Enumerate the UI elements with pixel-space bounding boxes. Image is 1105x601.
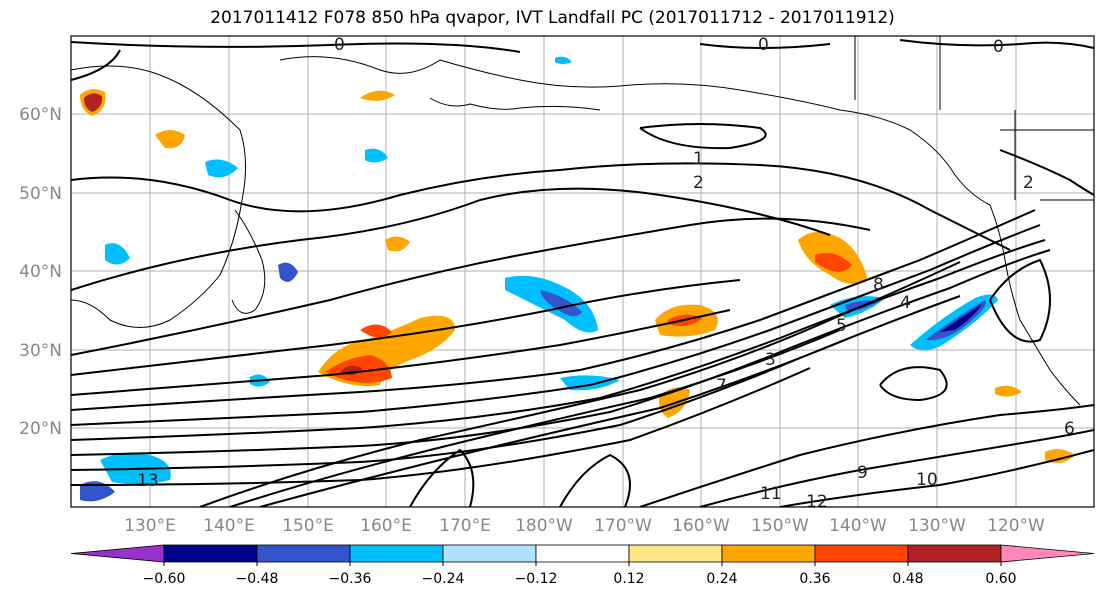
shading-positive bbox=[80, 89, 1075, 464]
colorbar-segment bbox=[628, 544, 723, 563]
coastlines bbox=[71, 36, 1094, 406]
colorbar-segment bbox=[349, 544, 444, 563]
colorbar bbox=[70, 544, 1095, 563]
lon-label: 130°W bbox=[908, 516, 966, 536]
colorbar-tick-label: −0.24 bbox=[422, 571, 465, 587]
colorbar-segment bbox=[535, 544, 630, 563]
contour-label: 4 bbox=[900, 293, 911, 313]
lon-label: 160°E bbox=[360, 516, 412, 536]
map-frame bbox=[70, 35, 1095, 508]
lon-label: 140°W bbox=[829, 516, 887, 536]
colorbar-tick-label: −0.12 bbox=[515, 571, 558, 587]
colorbar-tick-label: 0.48 bbox=[892, 571, 923, 587]
colorbar-segment bbox=[70, 544, 165, 563]
contour-label: 5 bbox=[836, 316, 847, 336]
contour-label: 9 bbox=[857, 463, 868, 483]
lat-label: 50°N bbox=[19, 184, 62, 204]
colorbar-tick-label: −0.60 bbox=[143, 571, 186, 587]
ivt-contours bbox=[71, 39, 1094, 507]
lat-label: 20°N bbox=[19, 419, 62, 439]
contour-label: 1 bbox=[693, 149, 704, 169]
colorbar-segment bbox=[256, 544, 351, 563]
lon-label: 150°E bbox=[282, 516, 334, 536]
lon-label: 170°E bbox=[439, 516, 491, 536]
contour-label: 6 bbox=[1064, 419, 1075, 439]
colorbar-segment bbox=[721, 544, 816, 563]
lon-label: 150°W bbox=[751, 516, 809, 536]
contour-labels: 0 0 0 1 2 2 3 4 5 6 7 8 9 10 11 12 13 bbox=[137, 35, 1075, 512]
lat-label: 60°N bbox=[19, 105, 62, 125]
map-panel: 0 0 0 1 2 2 3 4 5 6 7 8 9 10 11 12 13 bbox=[71, 35, 1094, 512]
lon-labels: 130°E 140°E 150°E 160°E 170°E 180°W 170°… bbox=[124, 516, 1045, 536]
colorbar-segment bbox=[814, 544, 909, 563]
colorbar-ticks: −0.60 −0.48 −0.36 −0.24 −0.12 0.12 0.24 0.36 0.4… bbox=[143, 562, 1017, 587]
contour-label: 11 bbox=[760, 484, 782, 504]
colorbar-tick-label: −0.36 bbox=[329, 571, 372, 587]
contour-label: 2 bbox=[1023, 173, 1034, 193]
contour-label: 8 bbox=[873, 275, 884, 295]
contour-label: 10 bbox=[916, 470, 938, 490]
map-title: 2017011412 F078 850 hPa qvapor, IVT Land… bbox=[210, 8, 895, 28]
contour-label: 0 bbox=[993, 37, 1004, 57]
contour-label: 7 bbox=[716, 376, 727, 396]
colorbar-segment bbox=[163, 544, 258, 563]
contour-label: 3 bbox=[765, 350, 776, 370]
lon-label: 130°E bbox=[124, 516, 176, 536]
colorbar-tick-label: 0.12 bbox=[613, 571, 644, 587]
lon-label: 170°W bbox=[594, 516, 652, 536]
lon-label: 180°W bbox=[515, 516, 573, 536]
colorbar-tick-label: 0.24 bbox=[706, 571, 737, 587]
colorbar-tick-label: −0.48 bbox=[236, 571, 279, 587]
lat-label: 40°N bbox=[19, 262, 62, 282]
colorbar-tick-label: 0.36 bbox=[799, 571, 830, 587]
contour-label: 0 bbox=[758, 35, 769, 55]
lon-label: 160°W bbox=[672, 516, 730, 536]
colorbar-segment bbox=[1000, 544, 1095, 563]
lat-labels: 60°N 50°N 40°N 30°N 20°N bbox=[19, 105, 62, 439]
colorbar-segment bbox=[907, 544, 1002, 563]
gridlines bbox=[71, 36, 1094, 507]
colorbar-tick-label: 0.60 bbox=[985, 571, 1016, 587]
shading-negative bbox=[80, 56, 998, 502]
lon-label: 120°W bbox=[987, 516, 1045, 536]
contour-label: 0 bbox=[334, 35, 345, 55]
lon-label: 140°E bbox=[203, 516, 255, 536]
contour-label: 2 bbox=[693, 173, 704, 193]
colorbar-segment bbox=[442, 544, 537, 563]
contour-label: 13 bbox=[137, 471, 159, 491]
lat-label: 30°N bbox=[19, 341, 62, 361]
contour-label: 12 bbox=[806, 492, 828, 512]
